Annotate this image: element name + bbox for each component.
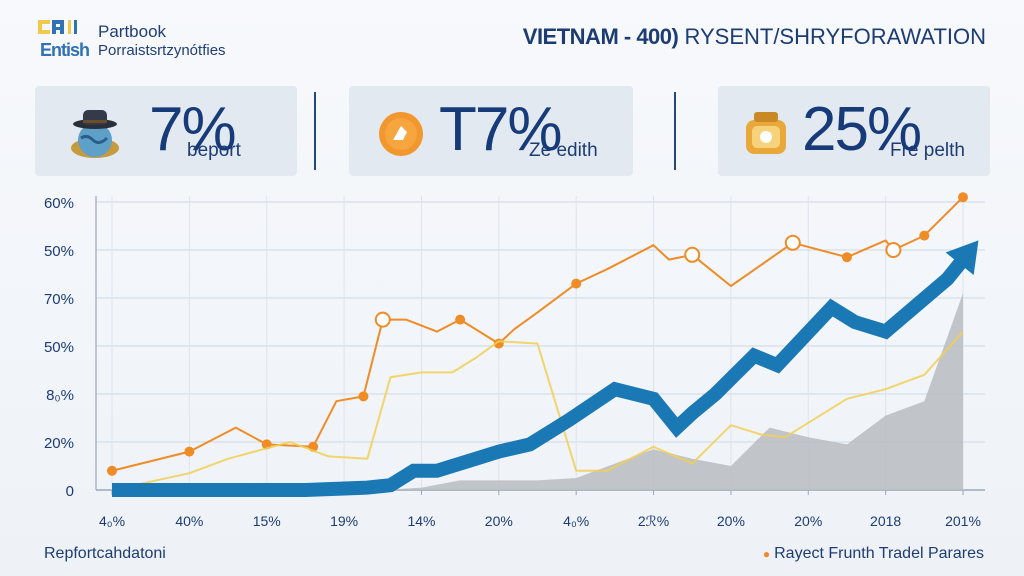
x-tick-label-5: 20%: [485, 513, 513, 529]
x-tick-label-1: 40%: [175, 513, 203, 529]
x-tick-label-11: 201%: [945, 513, 981, 529]
footer-source: Repfortcahdatoni: [44, 545, 166, 562]
logo-mark-icon: [38, 20, 77, 34]
kpi-label-2: Ze edith: [529, 140, 598, 161]
kpi-card-3: 25% Fre pelth: [718, 86, 990, 176]
x-tick-label-2: 15%: [253, 513, 281, 529]
x-tick-label-6: 4₀%: [563, 513, 589, 529]
y-tick-label-5: 50%: [44, 243, 74, 260]
x-tick-label-4: 14%: [407, 513, 435, 529]
line-chart: 0 20% 8₀% 50% 70% 50% 60% 4₀% 40% 15% 19% 14% 20% 4₀%…: [44, 192, 985, 529]
kpi-card-1: 7% beport: [35, 86, 297, 176]
marker-filled-0-7: [571, 278, 582, 289]
page-title: VIETNAM - 400) RYSENT/SHRYFORAWATION: [523, 24, 986, 50]
marker-hollow-0-0: [374, 311, 391, 328]
y-tick-label-2: 8₀%: [46, 387, 74, 404]
marker-filled-0-5: [455, 314, 466, 325]
y-tick-label-6: 60%: [44, 195, 74, 212]
logo-brand-name: Partbook: [98, 22, 167, 41]
marker-filled-0-9: [919, 230, 930, 241]
legend: ● Rayect Frunth Tradel Parares: [763, 545, 984, 563]
legend-dot-icon: ●: [762, 547, 771, 561]
x-tick-label-9: 20%: [794, 513, 822, 529]
marker-hollow-0-2: [784, 234, 801, 251]
trend-arrow-line: [112, 246, 976, 497]
x-tick-label-8: 20%: [717, 513, 745, 529]
marker-filled-0-10: [958, 192, 968, 203]
x-tick-label-7: 2ℛ%: [638, 513, 669, 529]
kpi-card-2: T7% Ze edith: [349, 86, 633, 176]
marker-hollow-0-1: [684, 246, 701, 263]
hat-globe-icon: [71, 110, 119, 158]
y-tick-label-0: 0: [66, 483, 74, 500]
area-series-2: [382, 293, 964, 490]
kpi-label-3: Fre pelth: [890, 140, 965, 161]
x-tick-label-10: 2018: [870, 513, 901, 529]
line-series-0: [111, 196, 964, 472]
gold-jar-icon: [746, 112, 786, 154]
kpi-value-3: 25%: [802, 95, 922, 164]
logo-subtitle: Porraistsrtzynótfies: [98, 42, 226, 59]
y-tick-label-3: 50%: [44, 339, 74, 356]
kpi-divider-1: [314, 92, 316, 170]
logo-word: Entish: [40, 40, 90, 60]
marker-filled-0-8: [841, 252, 852, 263]
kpi-divider-2: [674, 92, 676, 170]
kpi-value-2: T7%: [439, 95, 562, 164]
x-tick-label-0: 4₀%: [99, 513, 125, 529]
marker-filled-0-0: [107, 465, 117, 476]
line-series-1: [111, 330, 964, 491]
brand-logo: Entish Partbook Porraistsrtzynótfies: [38, 14, 268, 64]
page-title-bold: VIETNAM - 400): [522, 24, 679, 49]
trend-arrow-head: [945, 240, 979, 276]
y-tick-label-1: 20%: [44, 435, 74, 452]
marker-filled-0-4: [358, 391, 369, 402]
y-tick-label-4: 70%: [44, 291, 74, 308]
orange-coin-icon: [379, 112, 423, 156]
kpi-value-1: 7%: [149, 95, 237, 164]
page-title-rest: RYSENT/SHRYFORAWATION: [684, 24, 986, 49]
x-tick-label-3: 19%: [330, 513, 358, 529]
marker-filled-0-1: [184, 446, 195, 457]
legend-label: Rayect Frunth Tradel Parares: [774, 545, 984, 562]
marker-hollow-0-3: [885, 242, 902, 258]
kpi-label-1: beport: [187, 140, 241, 161]
